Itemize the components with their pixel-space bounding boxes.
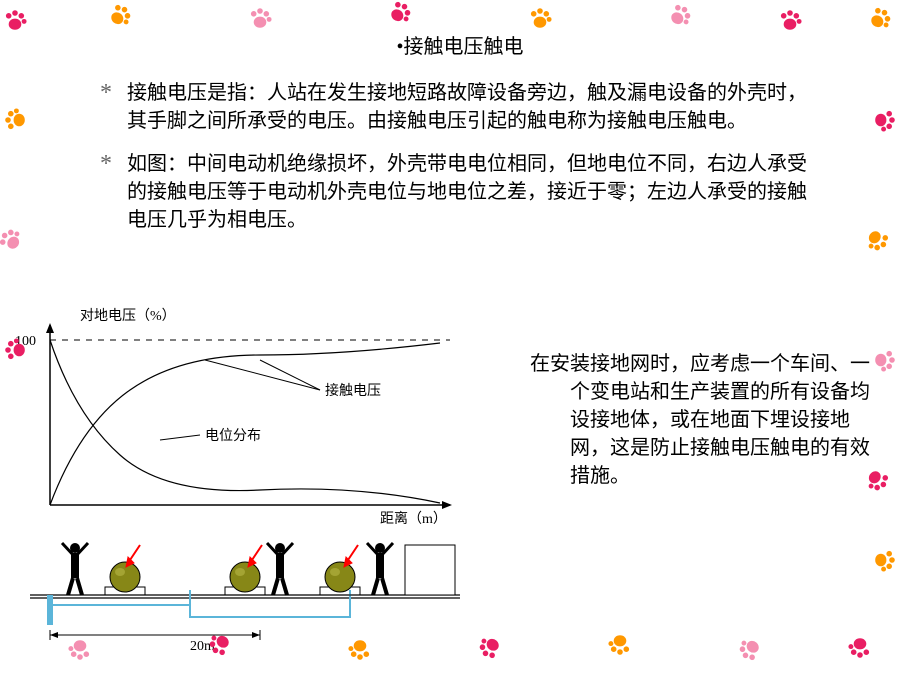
paw-icon [526,4,554,32]
paw-icon [106,1,134,29]
curve-contact-voltage [50,343,440,505]
paw-icon [866,4,894,32]
paw-icon [1,106,29,134]
motor-1 [105,562,145,595]
paw-icon [846,634,874,662]
bullet-1: * 接触电压是指：人站在发生接地短路故障设备旁边，触及漏电设备的外壳时，其手脚之… [100,79,820,135]
red-arrow-1 [126,545,140,567]
side-text: 在安装接地网时，应考虑一个车间、一个变电站和生产装置的所有设备均设接地体，或在地… [510,350,880,490]
paw-icon [736,636,764,664]
bullet-text-1: 接触电压是指：人站在发生接地短路故障设备旁边，触及漏电设备的外壳时，其手脚之间所… [127,79,820,135]
curve1-label: 接触电压 [325,382,381,399]
x-axis-label: 距离（m） [380,510,447,527]
paw-icon [864,466,892,494]
paw-icon [871,346,899,374]
motor-2 [225,562,265,595]
paw-icon [666,1,694,29]
ground-wire [50,605,350,620]
chart: 对地电压（%） 100 接触电压 电位分布 距离（m） [10,305,490,655]
paw-icon [346,636,374,664]
red-arrow-3 [344,545,358,567]
slide-title: •接触电压触电 [60,30,860,59]
paw-icon [476,634,504,662]
motor-3 [320,562,360,595]
paw-icon [206,631,234,659]
label-line-2 [160,435,200,440]
red-arrow-2 [248,545,262,567]
bullet-text-2: 如图：中间电动机绝缘损坏，外壳带电电位相同，但地电位不同，右边人承受的接触电压等… [127,150,820,234]
person-1 [62,543,88,595]
paw-icon [776,6,804,34]
slide: •接触电压触电 * 接触电压是指：人站在发生接地短路故障设备旁边，触及漏电设备的… [0,0,920,690]
label-line-1 [260,360,320,390]
bullet-2: * 如图：中间电动机绝缘损坏，外壳带电电位相同，但地电位不同，右边人承受的接触电… [100,150,820,234]
person-3 [367,543,393,595]
bullet-marker: * [100,79,112,107]
x-axis-arrow [442,501,452,509]
paw-icon [871,546,899,574]
y-axis-label: 对地电压（%） [80,308,176,324]
curve-potential [50,340,440,503]
bullet-marker: * [100,150,112,178]
curve2-label: 电位分布 [205,428,261,444]
paw-icon [66,636,94,664]
label-line-1b [205,360,320,390]
paw-icon [246,4,274,32]
person-2 [267,543,293,595]
paw-icon [1,6,29,34]
box [405,545,455,595]
paw-icon [864,226,892,254]
paw-icon [606,631,634,659]
y-axis-arrow [46,323,54,333]
paw-icon [0,226,24,254]
paw-icon [1,336,29,364]
paw-icon [386,0,414,26]
paw-icon [871,106,899,134]
